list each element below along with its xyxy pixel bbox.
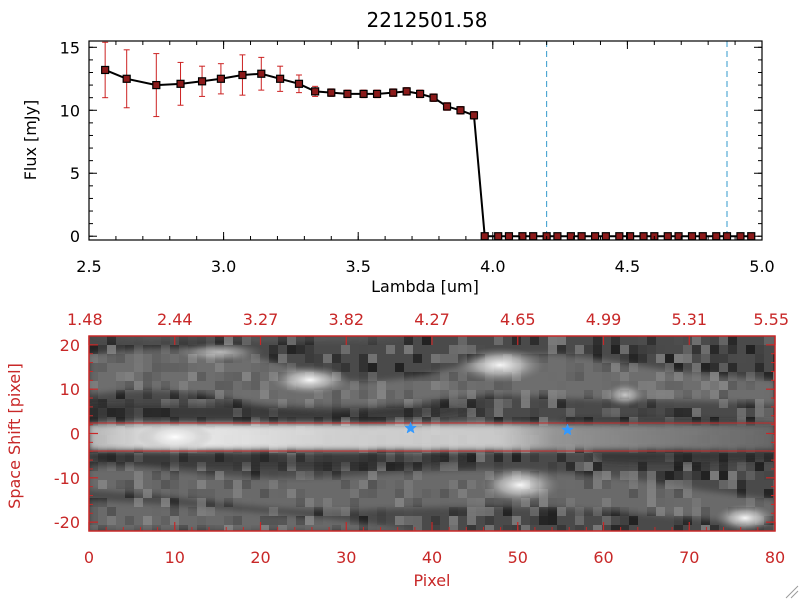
- flux-point: [294, 79, 304, 88]
- flux-point: [101, 65, 110, 75]
- x-tick-label: 50: [508, 548, 528, 567]
- flux-point: [152, 80, 161, 90]
- image-top-ticks: 1.48 2.44 3.27 3.82 4.27 4.65 4.99 5.31 5.55: [67, 310, 789, 345]
- flux-point: [429, 93, 438, 102]
- flux-point: [442, 102, 452, 111]
- top-axis-tick-label: 4.27: [414, 310, 450, 329]
- x-tick-label: 80: [765, 548, 785, 567]
- resize-grip-icon[interactable]: [785, 585, 799, 599]
- y-tick-label: 10: [60, 101, 80, 120]
- spectrum-title: 2212501.58: [367, 8, 488, 32]
- image-blobs: [137, 342, 775, 531]
- y-tick-label: 10: [60, 380, 80, 399]
- flux-point: [504, 232, 514, 241]
- flux-point: [553, 232, 562, 241]
- flux-point: [469, 111, 479, 120]
- flux-point: [276, 74, 285, 83]
- x-tick-label: 70: [679, 548, 699, 567]
- flux-point: [197, 77, 207, 86]
- x-tick-label: 4.0: [480, 257, 505, 276]
- source-star-icon: [561, 423, 574, 436]
- image-y-ticks: -20 -10 0 10 20: [54, 335, 775, 532]
- flux-point: [216, 74, 226, 83]
- source-star-icon: [404, 421, 417, 434]
- x-tick-label: 3.0: [211, 257, 236, 276]
- flux-point: [722, 232, 732, 241]
- x-tick-label: 20: [250, 548, 270, 567]
- image-x-label: Pixel: [413, 571, 450, 590]
- flux-point: [257, 69, 266, 78]
- flux-point: [480, 232, 489, 241]
- spectrum-series: [101, 41, 756, 241]
- flux-point: [311, 87, 320, 96]
- x-tick-label: 60: [593, 548, 613, 567]
- flux-point: [416, 89, 425, 98]
- spectrum-y-ticks: 0 5 10 15: [60, 38, 762, 246]
- top-axis-tick-label: 1.48: [67, 310, 103, 329]
- flux-point: [389, 88, 398, 97]
- x-tick-label: 10: [165, 548, 185, 567]
- spectrum-x-ticks: 2.5 3.0 3.5 4.0 4.5 5.0: [76, 41, 775, 276]
- x-tick-label: 4.5: [615, 257, 640, 276]
- flux-point: [712, 232, 721, 241]
- y-tick-label: -20: [54, 513, 80, 532]
- y-tick-label: 15: [60, 38, 80, 57]
- flux-point: [176, 79, 185, 88]
- top-axis-tick-label: 4.99: [586, 310, 622, 329]
- x-tick-label: 3.5: [345, 257, 370, 276]
- flux-point: [601, 232, 610, 241]
- x-tick-label: 5.0: [749, 257, 774, 276]
- flux-point: [577, 232, 586, 241]
- flux-point: [372, 89, 382, 98]
- top-axis-tick-label: 5.31: [671, 310, 707, 329]
- flux-point: [615, 232, 624, 241]
- flux-point: [747, 232, 756, 241]
- flux-point: [402, 87, 411, 96]
- image-y-label: Space Shift [pixel]: [5, 363, 24, 509]
- flux-point: [639, 232, 648, 241]
- y-tick-label: 5: [70, 164, 80, 183]
- flux-point: [529, 232, 538, 241]
- top-axis-tick-label: 5.55: [753, 310, 789, 329]
- x-tick-label: 40: [422, 548, 442, 567]
- flux-point: [687, 232, 697, 241]
- x-tick-label: 30: [336, 548, 356, 567]
- image-streaks: [89, 336, 775, 531]
- spectrum-y-label: Flux [mJy]: [21, 100, 40, 181]
- image-x-ticks: 0 10 20 30 40 50 60 70 80: [84, 522, 785, 567]
- flux-point: [590, 232, 600, 241]
- y-tick-label: 0: [70, 227, 80, 246]
- y-tick-label: 20: [60, 336, 80, 355]
- top-axis-tick-label: 4.65: [500, 310, 536, 329]
- top-axis-tick-label: 2.44: [157, 310, 193, 329]
- flux-point: [663, 232, 672, 241]
- flux-point: [327, 88, 336, 97]
- flux-point: [122, 74, 131, 83]
- flux-point: [343, 89, 352, 98]
- y-tick-label: 0: [70, 425, 80, 444]
- flux-point: [359, 89, 368, 98]
- source-markers: [404, 421, 574, 436]
- spectrum-frame: [88, 40, 763, 241]
- top-axis-tick-label: 3.27: [243, 310, 279, 329]
- x-tick-label: 2.5: [76, 257, 101, 276]
- flux-point: [698, 232, 707, 241]
- x-tick-label: 0: [84, 548, 94, 567]
- flux-point: [494, 232, 503, 241]
- spectral-image: [89, 336, 775, 531]
- flux-point: [238, 70, 247, 80]
- flux-point: [456, 106, 465, 115]
- spectrum-plot-area: [492, 41, 762, 240]
- top-axis-tick-label: 3.82: [328, 310, 364, 329]
- y-tick-label: -10: [54, 469, 80, 488]
- flux-point: [736, 232, 745, 241]
- spectrum-x-label: Lambda [um]: [371, 277, 479, 296]
